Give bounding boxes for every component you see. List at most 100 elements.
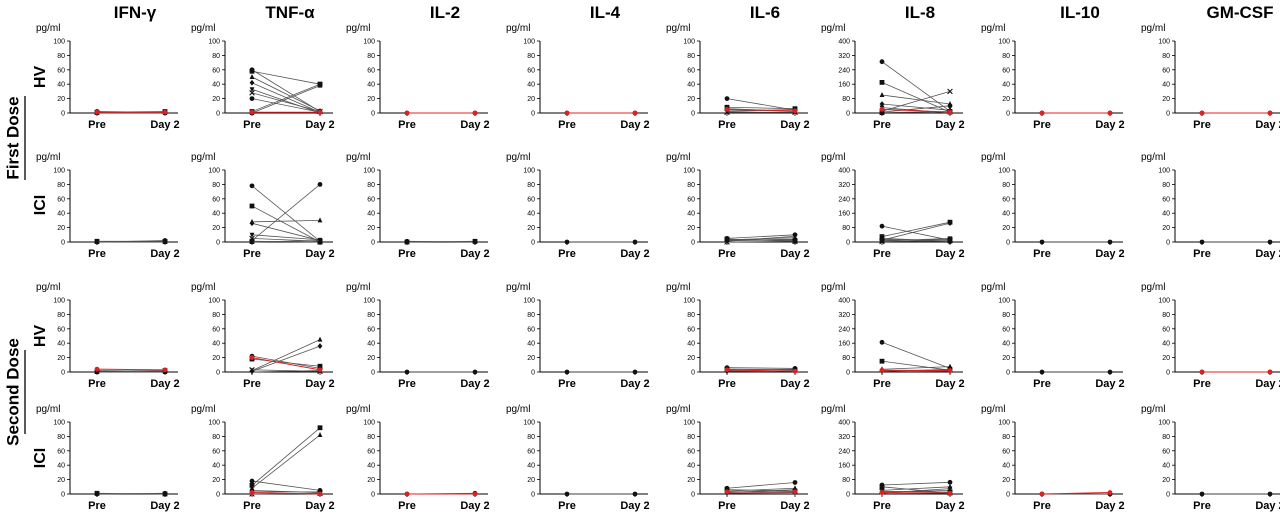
- x-tick-label-day-2: Day 2: [150, 248, 179, 260]
- series-line: [251, 92, 321, 112]
- x-tick-label-day-2: Day 2: [305, 500, 334, 512]
- unit-label: pg/ml: [191, 282, 215, 293]
- data-point: [879, 358, 885, 364]
- y-tick-label: 20: [1162, 225, 1170, 232]
- y-tick-label: 80: [527, 312, 535, 319]
- x-tick-label-pre: Pre: [1193, 119, 1211, 131]
- y-tick-label: 60: [687, 326, 695, 333]
- x-tick-label-pre: Pre: [88, 500, 106, 512]
- y-tick-label: 40: [687, 341, 695, 348]
- x-tick-label-pre: Pre: [243, 119, 261, 131]
- data-point: [1267, 369, 1273, 375]
- y-tick-label: 60: [212, 326, 220, 333]
- y-tick-label: 100: [208, 39, 220, 46]
- group-label-text: ICI: [32, 448, 49, 468]
- x-tick-label-pre: Pre: [1193, 500, 1211, 512]
- y-tick-label: 20: [1162, 477, 1170, 484]
- y-tick-label: 80: [367, 434, 375, 441]
- y-tick-label: 80: [1162, 182, 1170, 189]
- data-point: [1039, 491, 1045, 497]
- y-tick-label: 0: [371, 370, 375, 377]
- x-tick-label-pre: Pre: [398, 500, 416, 512]
- panel-second-dose-hv-il-2: pg/ml 0 20 40 60 80 100 Pre Day 2: [346, 282, 490, 390]
- series-2: [249, 74, 323, 113]
- panel-first-dose-hv-il-6: pg/ml 0 20 40 60 80 100 Pre Day 2: [666, 23, 810, 131]
- series-line: [251, 345, 321, 372]
- x-tick-label-day-2: Day 2: [1255, 119, 1280, 131]
- data-point: [1267, 239, 1273, 245]
- series-0: [564, 491, 638, 497]
- y-tick-label: 0: [61, 240, 65, 247]
- unit-label: pg/ml: [981, 23, 1005, 34]
- y-tick-label: 80: [842, 477, 850, 484]
- panel-second-dose-ici-ifn: pg/ml 0 20 40 60 80 100 Pre Day 2: [36, 404, 180, 512]
- y-tick-label: 100: [683, 168, 695, 175]
- panel-first-dose-ici-il-4: pg/ml 0 20 40 60 80 100 Pre Day 2: [506, 152, 650, 260]
- y-tick-label: 400: [838, 420, 850, 427]
- y-tick-label: 60: [1002, 448, 1010, 455]
- y-tick-label: 60: [527, 196, 535, 203]
- y-tick-label: 60: [212, 67, 220, 74]
- panel-first-dose-hv-il-10: pg/ml 0 20 40 60 80 100 Pre Day 2: [981, 23, 1125, 131]
- data-point: [879, 238, 885, 243]
- series-9: [249, 109, 323, 115]
- x-tick-label-day-2: Day 2: [1095, 378, 1124, 390]
- y-tick-label: 60: [57, 196, 65, 203]
- y-tick-label: 20: [367, 225, 375, 232]
- panel-first-dose-hv-il-4: pg/ml 0 20 40 60 80 100 Pre Day 2: [506, 23, 650, 131]
- series-1: [404, 110, 478, 116]
- unit-label: pg/ml: [36, 404, 60, 415]
- data-point: [879, 490, 885, 495]
- series-0: [1039, 369, 1113, 375]
- x-tick-label-pre: Pre: [398, 119, 416, 131]
- data-point: [317, 491, 323, 497]
- panel-first-dose-hv-il-2: pg/ml 0 20 40 60 80 100 Pre Day 2: [346, 23, 490, 131]
- y-tick-label: 40: [57, 211, 65, 218]
- y-tick-label: 100: [523, 39, 535, 46]
- series-line: [251, 70, 321, 85]
- y-tick-label: 0: [691, 370, 695, 377]
- y-tick-label: 40: [212, 82, 220, 89]
- y-tick-label: 0: [531, 111, 535, 118]
- data-point: [317, 343, 323, 349]
- x-tick-label-day-2: Day 2: [620, 248, 649, 260]
- column-titles: IFN-γ TNF-α IL-2 IL-4 IL-6 IL-8 IL-10 GM-CSF: [114, 3, 1274, 22]
- y-tick-label: 40: [1002, 82, 1010, 89]
- series-1: [879, 219, 953, 239]
- y-tick-label: 100: [998, 420, 1010, 427]
- y-tick-label: 400: [838, 168, 850, 175]
- data-point: [249, 355, 255, 360]
- data-point: [317, 182, 323, 187]
- y-tick-label: 60: [57, 67, 65, 74]
- x-tick-label-pre: Pre: [873, 119, 891, 131]
- y-tick-label: 40: [1002, 341, 1010, 348]
- dose-label-first-dose: First Dose: [3, 96, 26, 180]
- y-tick-label: 320: [838, 182, 850, 189]
- y-tick-label: 20: [1002, 225, 1010, 232]
- series-2: [249, 431, 323, 491]
- y-tick-label: 40: [687, 82, 695, 89]
- data-point: [249, 239, 255, 244]
- column-title-il-2: IL-2: [430, 3, 460, 22]
- data-point: [317, 363, 323, 369]
- y-tick-label: 20: [687, 355, 695, 362]
- y-tick-label: 0: [61, 111, 65, 118]
- x-tick-label-pre: Pre: [243, 378, 261, 390]
- data-point: [947, 236, 953, 242]
- y-tick-label: 0: [371, 492, 375, 499]
- data-point: [1199, 369, 1205, 375]
- y-tick-label: 80: [212, 434, 220, 441]
- series-4: [724, 367, 798, 374]
- unit-label: pg/ml: [981, 152, 1005, 163]
- y-tick-label: 100: [363, 298, 375, 305]
- y-tick-label: 0: [61, 492, 65, 499]
- series-6: [879, 490, 953, 496]
- x-tick-label-day-2: Day 2: [935, 248, 964, 260]
- data-point: [1107, 110, 1113, 116]
- series-2: [249, 217, 323, 224]
- series-7: [879, 236, 953, 243]
- y-tick-label: 20: [57, 96, 65, 103]
- data-point: [724, 489, 730, 495]
- x-tick-label-pre: Pre: [243, 248, 261, 260]
- y-tick-label: 0: [371, 111, 375, 118]
